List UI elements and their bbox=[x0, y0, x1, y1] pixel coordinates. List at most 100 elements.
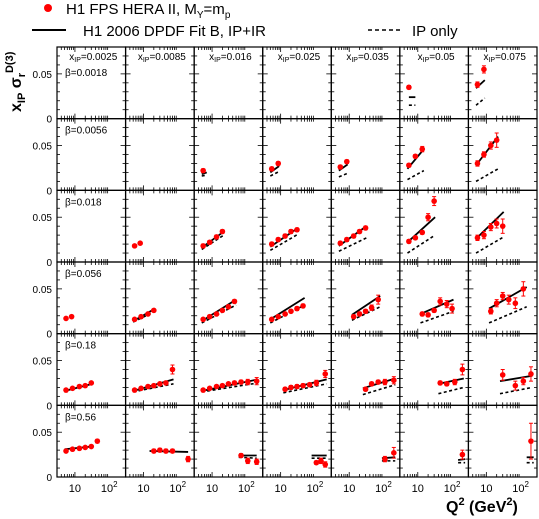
data-point bbox=[169, 448, 176, 454]
data-point bbox=[350, 313, 357, 320]
data-point bbox=[88, 380, 95, 386]
legend-data-marker bbox=[44, 4, 52, 12]
data-point bbox=[512, 300, 519, 307]
data-point bbox=[253, 458, 260, 465]
data-point bbox=[437, 380, 443, 386]
data-point bbox=[219, 382, 226, 389]
data-point bbox=[313, 459, 320, 466]
data-point bbox=[238, 379, 244, 385]
data-point bbox=[253, 378, 260, 384]
data-point bbox=[337, 164, 344, 170]
data-point bbox=[294, 305, 300, 312]
data-point bbox=[425, 214, 431, 221]
column-label: xIP=0.05 bbox=[418, 52, 455, 64]
legend-data-label: H1 FPS HERA II, MY=mp bbox=[66, 1, 231, 21]
fit-b-curve bbox=[201, 171, 208, 176]
y-tick-label: 0.05 bbox=[33, 428, 53, 439]
row-label: β=0.56 bbox=[65, 412, 96, 423]
data-point bbox=[219, 228, 226, 235]
x-tick-label: 102 bbox=[444, 480, 461, 495]
x-tick-label: 10 bbox=[137, 483, 149, 495]
data-point bbox=[459, 366, 466, 373]
pomeron-only-curve bbox=[201, 174, 207, 177]
data-point bbox=[163, 380, 169, 386]
data-point bbox=[474, 235, 481, 241]
data-point bbox=[268, 316, 275, 323]
data-point bbox=[213, 311, 220, 317]
data-point bbox=[481, 66, 487, 73]
data-point bbox=[356, 311, 363, 317]
data-point bbox=[318, 458, 324, 464]
data-point bbox=[288, 228, 294, 235]
data-point bbox=[488, 308, 494, 315]
data-point bbox=[362, 225, 369, 231]
panel-frame bbox=[330, 261, 401, 335]
column-label: xIP=0.025 bbox=[278, 52, 321, 64]
svg-text:xIP σrD(3): xIP σrD(3) bbox=[4, 51, 28, 112]
data-point bbox=[459, 451, 466, 458]
fit-b-curve bbox=[420, 298, 454, 315]
data-point bbox=[313, 380, 320, 386]
x-tick-label: 102 bbox=[238, 480, 255, 495]
data-point bbox=[300, 303, 306, 309]
data-point bbox=[200, 243, 206, 249]
data-point bbox=[138, 313, 144, 320]
data-point bbox=[520, 286, 527, 292]
data-point bbox=[481, 232, 487, 238]
column-label: xIP=0.035 bbox=[346, 52, 389, 64]
panel-frame bbox=[124, 118, 195, 191]
data-point bbox=[412, 235, 419, 241]
y-tick-label: 0 bbox=[46, 186, 52, 197]
column-label: xIP=0.016 bbox=[209, 52, 252, 64]
data-point bbox=[185, 456, 191, 462]
data-point bbox=[82, 382, 89, 389]
panel-frame bbox=[124, 261, 195, 335]
data-point bbox=[368, 381, 375, 387]
data-point bbox=[169, 366, 176, 373]
column-label: xIP=0.0085 bbox=[138, 52, 186, 64]
panel-frame bbox=[193, 404, 264, 478]
data-point bbox=[138, 385, 144, 392]
data-point bbox=[282, 311, 288, 317]
data-point bbox=[145, 311, 151, 317]
y-axis-title: xIP σrD(3) bbox=[4, 51, 28, 112]
data-point bbox=[306, 381, 313, 388]
data-point bbox=[282, 386, 288, 393]
data-point bbox=[406, 162, 412, 169]
data-point bbox=[288, 384, 294, 391]
data-point bbox=[512, 382, 519, 389]
data-point bbox=[322, 371, 329, 377]
data-point bbox=[391, 377, 397, 384]
pomeron-only-curve bbox=[475, 236, 505, 254]
data-point bbox=[488, 224, 494, 230]
data-point bbox=[391, 450, 397, 456]
data-point bbox=[137, 240, 143, 246]
data-point bbox=[474, 160, 481, 167]
panel-frame bbox=[124, 333, 195, 406]
data-point bbox=[343, 236, 350, 243]
legend: H1 FPS HERA II, MY=mp H1 2006 DPDF Fit B… bbox=[32, 1, 458, 40]
data-point bbox=[406, 84, 412, 91]
pomeron-only-curve bbox=[488, 306, 527, 324]
row-label: β=0.018 bbox=[65, 197, 102, 208]
y-tick-label: 0 bbox=[46, 473, 52, 484]
row-label: β=0.0018 bbox=[65, 68, 108, 79]
data-point bbox=[238, 452, 244, 459]
data-point bbox=[157, 447, 163, 453]
pomeron-only-curve bbox=[420, 310, 454, 324]
x-tick-label: 102 bbox=[307, 480, 324, 495]
data-point bbox=[268, 166, 275, 172]
panel-frame bbox=[193, 261, 264, 335]
y-tick-label: 0 bbox=[46, 330, 52, 341]
column-label: xIP=0.075 bbox=[483, 52, 526, 64]
row-label: β=0.056 bbox=[65, 269, 102, 280]
panel-frame bbox=[467, 404, 538, 478]
panel-frame bbox=[262, 333, 332, 406]
panel-frame bbox=[262, 118, 332, 191]
data-point bbox=[200, 167, 206, 174]
data-point bbox=[443, 381, 450, 387]
pomeron-only-curve bbox=[438, 386, 465, 395]
data-point bbox=[356, 228, 363, 235]
panel-frame bbox=[330, 404, 401, 478]
x-tick-label: 102 bbox=[101, 480, 118, 495]
